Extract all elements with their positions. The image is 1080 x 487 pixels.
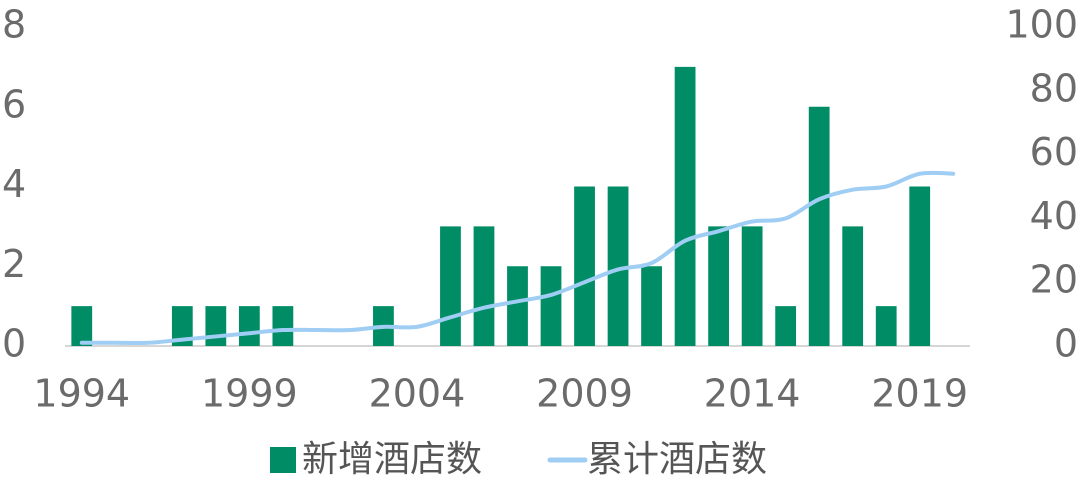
bar bbox=[171, 306, 193, 346]
y2-tick-label: 80 bbox=[1030, 66, 1078, 110]
legend-swatch bbox=[270, 447, 296, 473]
bar bbox=[641, 266, 662, 346]
x-tick-label: 1994 bbox=[33, 372, 130, 416]
y-tick-label: 0 bbox=[2, 322, 26, 366]
bar bbox=[473, 226, 495, 346]
y2-tick-label: 100 bbox=[1005, 3, 1078, 47]
bar bbox=[507, 266, 528, 346]
y2-tick-label: 40 bbox=[1030, 194, 1078, 238]
bar bbox=[741, 226, 763, 346]
bar bbox=[674, 66, 696, 346]
x-tick-label: 2019 bbox=[871, 372, 968, 416]
bar bbox=[440, 226, 461, 346]
bar bbox=[775, 306, 797, 346]
y-tick-label: 6 bbox=[2, 82, 26, 126]
bar bbox=[607, 186, 629, 346]
bar bbox=[272, 306, 294, 346]
bar bbox=[808, 106, 830, 346]
y2-tick-label: 20 bbox=[1030, 258, 1078, 302]
legend-label: 累计酒店数 bbox=[587, 439, 767, 480]
y-tick-label: 2 bbox=[2, 242, 26, 286]
bar bbox=[238, 306, 260, 346]
x-tick-label: 1999 bbox=[201, 372, 298, 416]
bar bbox=[708, 226, 730, 346]
bar bbox=[71, 306, 93, 346]
line bbox=[79, 170, 956, 346]
x-tick-label: 2009 bbox=[536, 372, 633, 416]
bar bbox=[574, 186, 595, 346]
x-tick-label: 2004 bbox=[369, 372, 466, 416]
legend-label: 新增酒店数 bbox=[302, 439, 482, 480]
bar bbox=[205, 306, 227, 346]
x-tick-label: 2014 bbox=[704, 372, 801, 416]
y2-tick-label: 60 bbox=[1030, 130, 1078, 174]
bar bbox=[540, 266, 562, 346]
y-tick-label: 4 bbox=[2, 162, 26, 206]
bar bbox=[875, 306, 897, 346]
y2-tick-label: 0 bbox=[1054, 322, 1078, 366]
bar bbox=[842, 226, 864, 346]
y-tick-label: 8 bbox=[2, 3, 26, 47]
bar bbox=[909, 186, 931, 346]
